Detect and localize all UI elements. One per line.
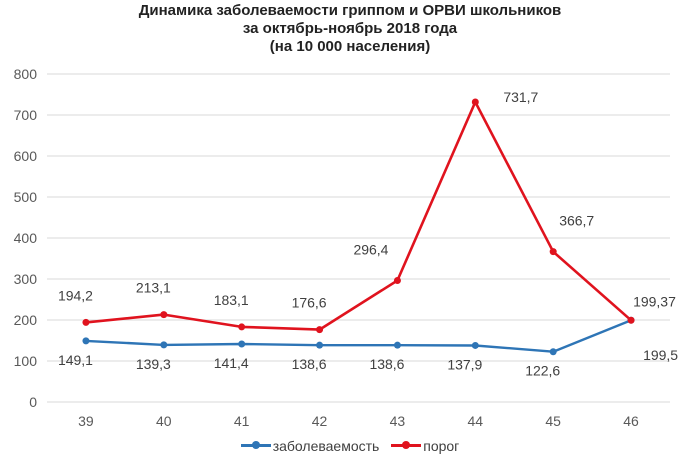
data-label-threshold: 183,1	[214, 292, 249, 308]
x-tick-label: 43	[390, 413, 406, 429]
data-point-threshold	[393, 276, 401, 284]
y-tick-label: 0	[29, 394, 37, 410]
chart-title-line-3: (на 10 000 населения)	[269, 38, 431, 55]
data-label-incidence: 139,3	[136, 356, 171, 372]
chart-legend: заболеваемость порог	[0, 434, 700, 454]
legend-swatch-threshold	[391, 441, 422, 449]
data-point-incidence	[238, 340, 246, 348]
y-tick-label: 500	[14, 189, 38, 205]
data-point-incidence	[393, 341, 401, 349]
data-label-threshold: 731,7	[503, 89, 538, 105]
data-label-threshold: 366,7	[559, 213, 594, 229]
data-point-incidence	[316, 341, 324, 349]
data-point-threshold	[238, 323, 246, 331]
x-tick-label: 44	[468, 413, 484, 429]
data-point-incidence	[160, 341, 168, 349]
data-label-incidence: 149,1	[58, 352, 93, 368]
x-tick-label: 45	[545, 413, 561, 429]
legend-label-incidence: заболеваемость	[272, 437, 380, 454]
chart-title: Динамика заболеваемости гриппом и ОРВИ ш…	[0, 2, 700, 56]
data-label-threshold: 296,4	[353, 241, 388, 257]
chart-title-line-2: за октябрь-ноябрь 2018 года	[242, 20, 458, 37]
data-label-threshold: 176,6	[292, 295, 327, 311]
data-label-threshold: 194,2	[58, 287, 93, 303]
data-point-incidence	[549, 348, 557, 356]
data-label-threshold: 213,1	[136, 280, 171, 296]
data-label-incidence: 137,9	[447, 356, 482, 372]
y-tick-label: 700	[14, 107, 38, 123]
y-tick-label: 300	[14, 271, 38, 287]
legend-label-threshold: порог	[423, 437, 460, 454]
data-label-incidence: 138,6	[292, 356, 327, 372]
data-point-threshold	[549, 248, 557, 256]
data-label-threshold: 199,37	[633, 293, 676, 309]
x-tick-label: 39	[78, 413, 94, 429]
data-label-incidence: 141,4	[214, 355, 249, 371]
data-point-threshold	[160, 311, 168, 319]
y-tick-label: 400	[14, 230, 38, 246]
data-point-incidence	[82, 337, 90, 345]
y-tick-label: 600	[14, 148, 38, 164]
series-line-threshold	[85, 100, 632, 331]
x-tick-label: 41	[234, 413, 250, 429]
x-tick-label: 40	[156, 413, 172, 429]
legend-swatch-incidence	[240, 441, 271, 449]
x-tick-label: 42	[312, 413, 328, 429]
data-point-threshold	[471, 98, 479, 106]
x-tick-label: 46	[623, 413, 639, 429]
data-point-threshold	[627, 316, 635, 324]
chart-title-line-1: Динамика заболеваемости гриппом и ОРВИ ш…	[138, 2, 562, 19]
y-tick-label: 800	[14, 66, 38, 82]
data-point-incidence	[471, 341, 479, 349]
series-line-incidence	[85, 319, 632, 353]
y-tick-label: 100	[14, 353, 38, 369]
data-label-incidence: 138,6	[369, 356, 404, 372]
legend-item-threshold: порог	[391, 438, 459, 454]
data-point-threshold	[82, 318, 90, 326]
data-label-incidence: 199,5	[643, 347, 678, 363]
data-point-threshold	[316, 326, 324, 334]
legend-item-incidence: заболеваемость	[240, 437, 380, 454]
data-label-incidence: 122,6	[525, 363, 560, 379]
y-tick-label: 200	[14, 312, 38, 328]
